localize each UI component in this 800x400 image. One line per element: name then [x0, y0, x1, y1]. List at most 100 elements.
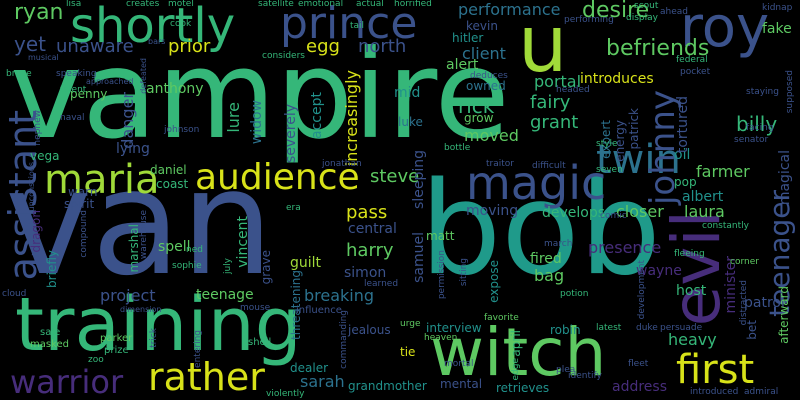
word-u: u — [518, 0, 568, 90]
word-staying: staying — [746, 87, 779, 97]
word-kevin: kevin — [466, 19, 498, 33]
word-teenage: teenage — [196, 287, 254, 303]
word-prior: prior — [168, 36, 211, 57]
word-address: address — [612, 379, 668, 395]
word-favorite: favorite — [484, 313, 519, 323]
word-host: host — [676, 283, 707, 299]
word-introduced: introduced — [690, 387, 739, 397]
word-rick: rick — [458, 94, 495, 118]
word-moving: moving — [466, 203, 519, 219]
word-cook: cook — [170, 19, 192, 29]
word-dimension: dimension — [120, 305, 162, 314]
word-develops: develops — [542, 205, 606, 221]
word-heaven: heaven — [424, 333, 458, 343]
word-widow: widow — [249, 100, 265, 145]
word-dragon: dragon — [29, 210, 43, 253]
word-performance: performance — [458, 0, 561, 19]
word-vega: vega — [30, 149, 60, 163]
word-prize: prize — [104, 345, 129, 356]
word-era: era — [286, 203, 301, 213]
word-lying: lying — [116, 141, 150, 157]
word-facing: facing — [746, 123, 774, 133]
word-considers: considers — [262, 51, 305, 61]
word-anthony: anthony — [146, 81, 204, 97]
word-fairy: fairy — [530, 92, 571, 113]
word-laura: laura — [684, 202, 725, 221]
word-bars: bars — [148, 37, 166, 46]
word-senator: senator — [734, 135, 769, 145]
word-training: training — [15, 282, 302, 368]
word-magical: magical — [777, 150, 793, 206]
word-sitting: sitting — [459, 258, 469, 287]
word-unaware: unaware — [56, 36, 134, 57]
word-billy: billy — [736, 112, 778, 136]
word-bruce: bruce — [6, 69, 32, 79]
word-magic: magic — [466, 156, 607, 210]
word-vampire: vampire — [10, 24, 510, 166]
word-development: development — [637, 260, 647, 320]
word-breaking: breaking — [304, 286, 375, 305]
word-sale: sale — [40, 327, 61, 338]
word-grandmother: grandmother — [348, 379, 427, 393]
word-federal: federal — [676, 55, 708, 65]
word-display: display — [626, 13, 658, 23]
word-comic: comic — [600, 211, 627, 221]
word-patrol: patrol — [744, 295, 785, 311]
word-heavy: heavy — [668, 330, 717, 349]
word-pocket: pocket — [680, 67, 711, 77]
word-latest: latest — [596, 323, 622, 333]
word-potion: potion — [560, 289, 589, 299]
word-ahead: ahead — [660, 7, 688, 17]
word-albert: albert — [682, 189, 724, 205]
word-daniel: daniel — [150, 163, 187, 177]
word-vincent: vincent — [235, 216, 251, 268]
word-severely: severely — [283, 104, 299, 164]
word-coast: coast — [156, 177, 189, 191]
word-sleeping: sleeping — [411, 150, 427, 209]
word-harry: harry — [346, 240, 394, 261]
word-trick: trick — [149, 328, 159, 348]
word-jealous: jealous — [348, 323, 391, 337]
word-april: april — [509, 330, 523, 357]
word-increasingly: increasingly — [342, 70, 361, 167]
word-warn: warn — [68, 185, 98, 199]
word-retrieves: retrieves — [496, 381, 550, 395]
word-entering: entering — [193, 330, 203, 368]
word-sarah: sarah — [300, 372, 345, 391]
word-pop: pop — [674, 175, 697, 189]
word-first: first — [676, 347, 755, 393]
word-robin: robin — [550, 323, 581, 337]
word-maria: maria — [44, 157, 160, 203]
word-nephew: nephew — [33, 110, 43, 146]
word-supposed: supposed — [785, 70, 795, 114]
word-portal: portal — [534, 72, 582, 91]
word-samuel: samuel — [411, 232, 427, 283]
word-desire: desire — [582, 0, 650, 23]
word-edge: edge — [511, 358, 521, 381]
word-fake: fake — [762, 21, 792, 37]
word-mouse: mouse — [240, 303, 271, 313]
word-jonathan: jonathan — [322, 159, 362, 169]
word-simon: simon — [344, 265, 387, 281]
word-sophie: sophie — [172, 261, 202, 271]
word-guilt: guilt — [290, 255, 322, 271]
word-emotional: emotional — [298, 0, 344, 9]
word-lisa: lisa — [66, 0, 82, 9]
word-briefly: briefly — [45, 250, 59, 288]
word-duke: duke — [636, 323, 658, 333]
word-alert: alert — [446, 57, 479, 73]
word-ryan: ryan — [14, 0, 64, 25]
word-fleeing: fleeing — [674, 249, 705, 259]
word-spell: spell — [158, 239, 191, 255]
word-speaking: speaking — [56, 69, 97, 79]
word-ned: ned — [186, 245, 203, 255]
word-march: march — [544, 239, 573, 249]
word-scout: scout — [634, 1, 659, 11]
word-owned: owned — [466, 79, 506, 93]
word-unconscious: unconscious — [27, 162, 36, 212]
word-motel: motel — [168, 0, 194, 9]
word-audience: audience — [195, 157, 360, 198]
word-dealer: dealer — [290, 361, 329, 375]
word-naval: naval — [60, 113, 85, 123]
